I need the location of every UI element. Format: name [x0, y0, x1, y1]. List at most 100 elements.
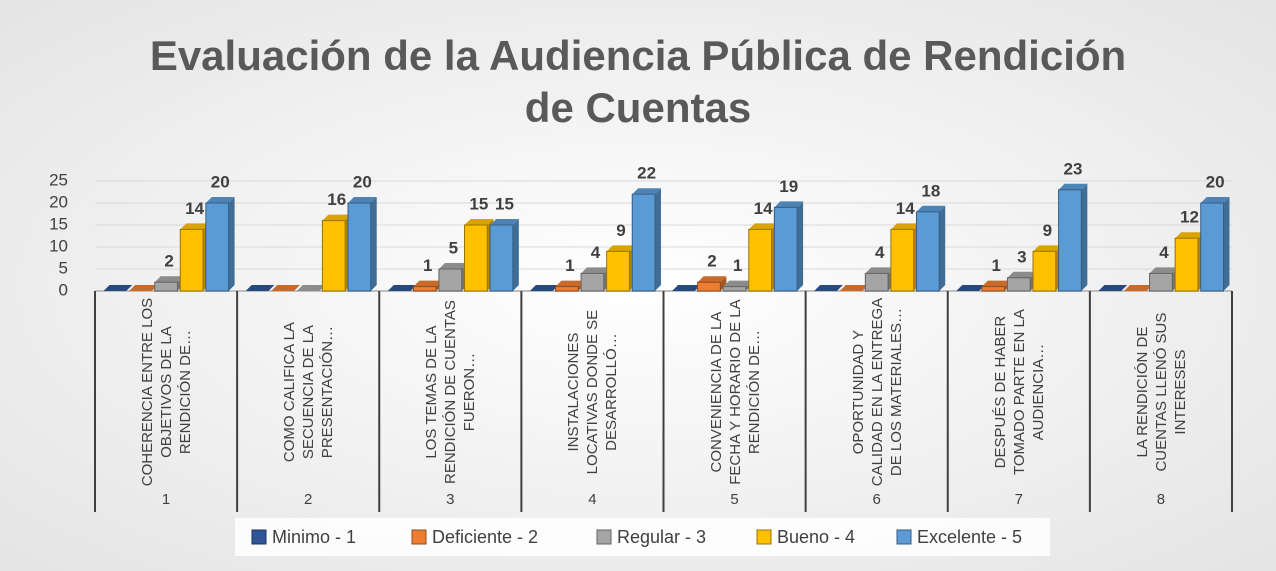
data-label: 20	[211, 172, 230, 191]
bar	[296, 285, 326, 291]
bar	[438, 263, 468, 292]
bar-face	[271, 285, 300, 291]
bar	[1174, 232, 1204, 292]
data-label: 4	[591, 243, 601, 262]
data-label: 15	[495, 194, 514, 213]
x-category-label: LA RENDICIÓN DE CUENTAS LLENÓ SUS INTERE…	[1133, 312, 1189, 472]
bar-face	[154, 281, 178, 292]
bar-face	[464, 224, 488, 292]
legend-swatch	[596, 529, 612, 545]
bar-face	[347, 202, 372, 292]
bar-face	[981, 286, 1006, 292]
y-tick-label: 10	[49, 236, 68, 255]
bar-face	[606, 245, 636, 252]
bar-face	[205, 197, 235, 203]
bar-face	[1223, 197, 1230, 291]
bar-face	[245, 285, 275, 291]
bar	[154, 276, 184, 292]
bar	[864, 267, 895, 292]
bar-face	[814, 285, 843, 291]
bar-face	[322, 214, 352, 221]
bar	[321, 214, 352, 292]
bar	[915, 205, 946, 292]
legend-box	[235, 518, 1050, 556]
bar	[412, 280, 443, 292]
bar	[981, 280, 1011, 292]
bar	[103, 285, 133, 291]
bar	[347, 197, 377, 292]
bar	[697, 276, 727, 292]
bar	[554, 280, 585, 292]
bar-face	[581, 267, 610, 274]
legend-swatch	[756, 529, 772, 545]
bar-face	[489, 224, 514, 292]
bar	[606, 245, 636, 292]
data-label: 4	[875, 243, 885, 262]
data-label: 14	[185, 199, 204, 218]
x-group-label: 3	[446, 491, 454, 508]
data-label: 9	[1043, 221, 1052, 240]
data-label: 15	[469, 194, 488, 213]
legend-label: Regular - 3	[617, 527, 706, 547]
bar-face	[1200, 202, 1224, 292]
bar-face	[412, 286, 437, 292]
bar	[529, 285, 559, 291]
x-category-label: CONVENIENCIA DE LA FECHA Y HORARIO DE LA…	[707, 299, 763, 485]
bar-face	[672, 285, 701, 291]
bar	[1006, 271, 1037, 292]
bar	[1032, 245, 1062, 292]
x-group-label: 7	[1015, 491, 1023, 508]
bar-face	[1098, 285, 1128, 291]
data-label: 22	[637, 164, 656, 183]
bar	[773, 201, 804, 292]
legend-swatch	[251, 529, 267, 545]
bar	[1098, 285, 1128, 291]
data-label: 1	[565, 256, 574, 275]
bar-face	[370, 197, 377, 291]
bar-face	[347, 197, 377, 203]
bar-face	[956, 285, 986, 291]
y-tick-label: 5	[59, 258, 68, 277]
bar-face	[748, 223, 778, 230]
bar	[1200, 197, 1230, 292]
bar-face	[915, 211, 940, 292]
bar-face	[1174, 237, 1199, 292]
bar-face	[321, 220, 346, 292]
x-category-label: DESPUÉS DE HABER TOMADO PARTE EN LA AUDI…	[991, 309, 1047, 475]
bar	[631, 188, 661, 292]
chart-title: Evaluación de la Audiencia Pública de Re…	[149, 32, 1127, 131]
y-tick-label: 15	[49, 214, 68, 233]
bar	[956, 285, 986, 291]
bar	[1123, 285, 1153, 291]
legend-label: Bueno - 4	[777, 527, 855, 547]
bar	[245, 285, 275, 291]
bar-face	[438, 263, 468, 269]
bar	[464, 219, 494, 292]
bar-face	[413, 280, 443, 287]
data-label: 1	[423, 256, 432, 275]
data-label: 19	[779, 177, 798, 196]
x-group-label: 6	[873, 491, 881, 508]
bar	[814, 285, 843, 291]
bar-face	[154, 276, 184, 283]
bar-face	[1058, 183, 1088, 190]
bar-face	[129, 285, 158, 291]
bar-face	[1175, 232, 1204, 239]
bar-face	[180, 223, 210, 230]
data-label: 9	[616, 221, 625, 240]
bar-face	[512, 219, 519, 291]
bar	[748, 223, 778, 292]
bar-face	[654, 188, 661, 291]
bar-face	[490, 219, 519, 225]
bar-face	[529, 285, 559, 291]
bar-face	[1032, 250, 1057, 292]
bar-face	[839, 285, 869, 291]
bar-face	[916, 205, 946, 212]
bar-face	[773, 206, 798, 292]
bar-face	[103, 285, 133, 291]
bar-face	[632, 188, 661, 195]
bar-face	[1149, 267, 1179, 274]
bar-face	[464, 219, 494, 225]
bar	[179, 223, 210, 292]
